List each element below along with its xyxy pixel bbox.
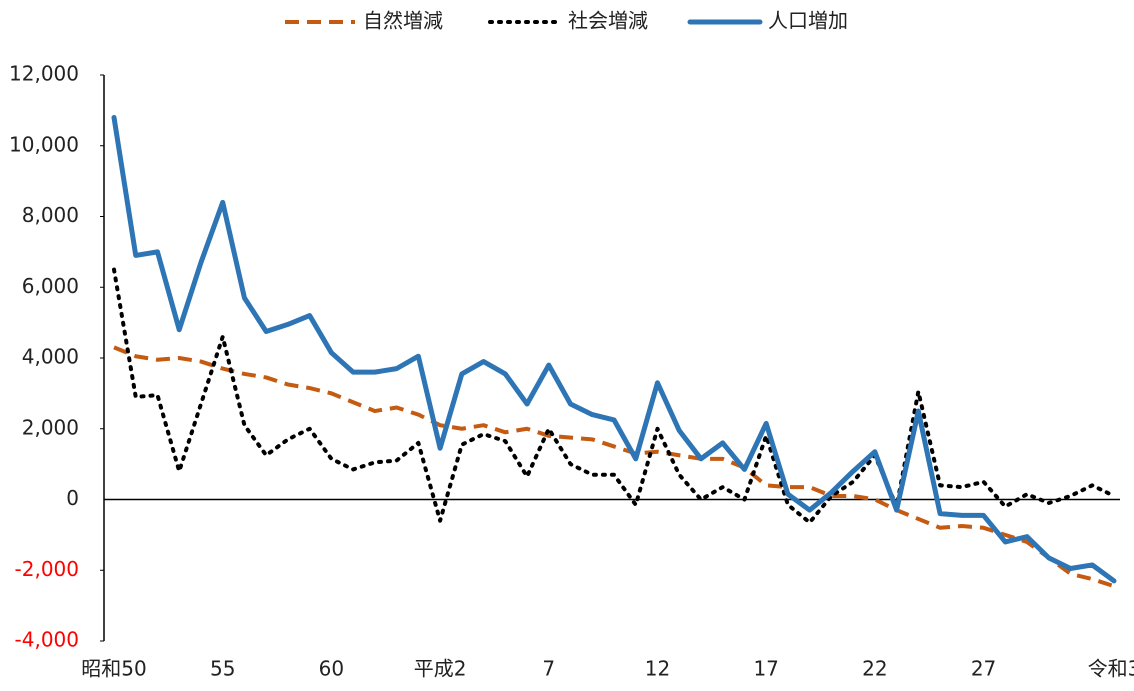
x-tick-label: 27 [971,657,996,681]
x-tick-label: 令和3 [1088,657,1134,681]
x-tick-label: 7 [542,657,555,681]
legend-label: 自然増減 [363,9,443,33]
y-tick-label: 6,000 [22,274,79,298]
x-tick-label: 平成2 [414,657,467,681]
x-tick-label: 12 [645,657,670,681]
x-tick-label: 60 [319,657,344,681]
y-tick-label: 4,000 [22,345,79,369]
y-tick-label: 10,000 [9,132,79,156]
y-tick-label: -2,000 [15,557,79,581]
x-tick-label: 昭和50 [81,657,146,681]
legend-label: 人口増加 [768,9,848,33]
y-tick-label: 0 [66,486,79,510]
y-tick-label: 8,000 [22,203,79,227]
y-tick-label: 12,000 [9,62,79,86]
y-tick-label: -4,000 [15,628,79,652]
series-line [112,267,1116,525]
series-line [113,345,1115,589]
y-tick-label: 2,000 [22,415,79,439]
x-tick-label: 17 [753,657,778,681]
x-tick-label: 55 [210,657,235,681]
x-tick-label: 22 [862,657,887,681]
legend-label: 社会増減 [568,9,648,33]
series-line [111,114,1117,584]
